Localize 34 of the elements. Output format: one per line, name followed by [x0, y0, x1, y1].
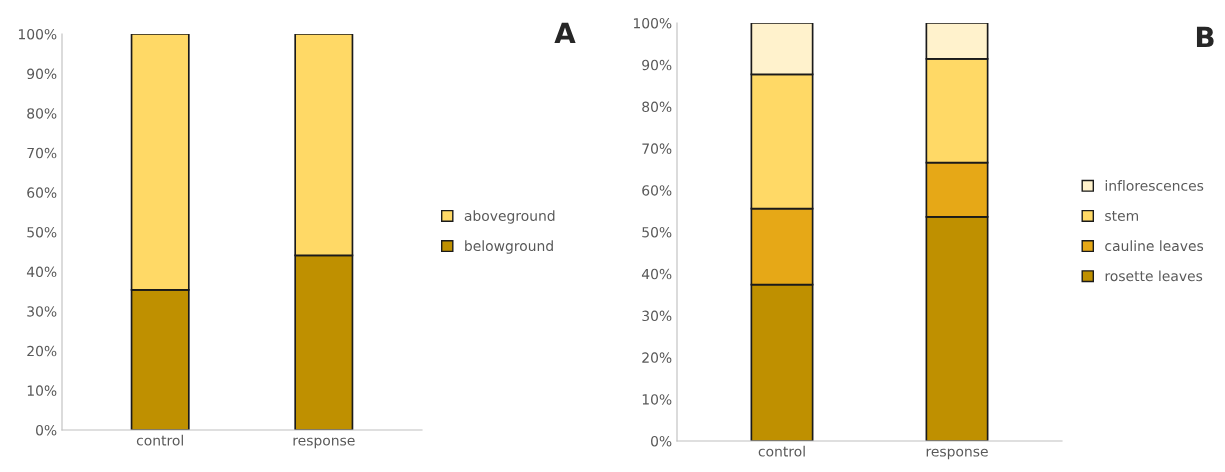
legend-label: aboveground	[464, 210, 555, 224]
y-tick-label: 90%	[27, 68, 57, 80]
legend-label: inflorescences	[1105, 180, 1204, 191]
x-tick-label: response	[293, 437, 355, 449]
legend-label: belowground	[465, 240, 553, 254]
y-tick-label: 50%	[642, 226, 672, 238]
legend-label: rosette leaves	[1105, 270, 1203, 282]
y-tick-label: 100%	[18, 28, 57, 40]
x-tick-label: control	[136, 434, 183, 446]
y-tick-label: 60%	[27, 187, 57, 198]
y-tick-label: 100%	[633, 17, 672, 29]
y-tick-label: 30%	[642, 310, 672, 322]
y-tick-label: 60%	[642, 185, 672, 196]
y-tick-label: 80%	[642, 101, 672, 113]
y-tick-label: 50%	[27, 226, 57, 238]
y-tick-label: 20%	[642, 352, 672, 363]
y-tick-label: 90%	[642, 59, 672, 71]
text: B	[1196, 26, 1214, 48]
y-tick-label: 20%	[27, 345, 57, 357]
y-tick-label: 80%	[27, 108, 57, 119]
text: A	[554, 22, 576, 44]
legend-label: cauline leaves	[1105, 240, 1204, 252]
y-tick-label: 40%	[641, 268, 672, 280]
legend-label: stem	[1105, 211, 1138, 221]
x-tick-label: control	[758, 445, 805, 457]
y-tick-label: 0%	[651, 435, 672, 447]
x-tick-label: response	[926, 448, 988, 460]
y-tick-label: 70%	[27, 147, 57, 159]
y-tick-label: 10%	[642, 394, 672, 405]
y-tick-label: 70%	[642, 143, 672, 154]
y-tick-label: 40%	[26, 266, 57, 278]
y-tick-label: 30%	[27, 306, 57, 317]
y-tick-label: 10%	[27, 385, 57, 396]
y-tick-label: 0%	[36, 424, 57, 436]
